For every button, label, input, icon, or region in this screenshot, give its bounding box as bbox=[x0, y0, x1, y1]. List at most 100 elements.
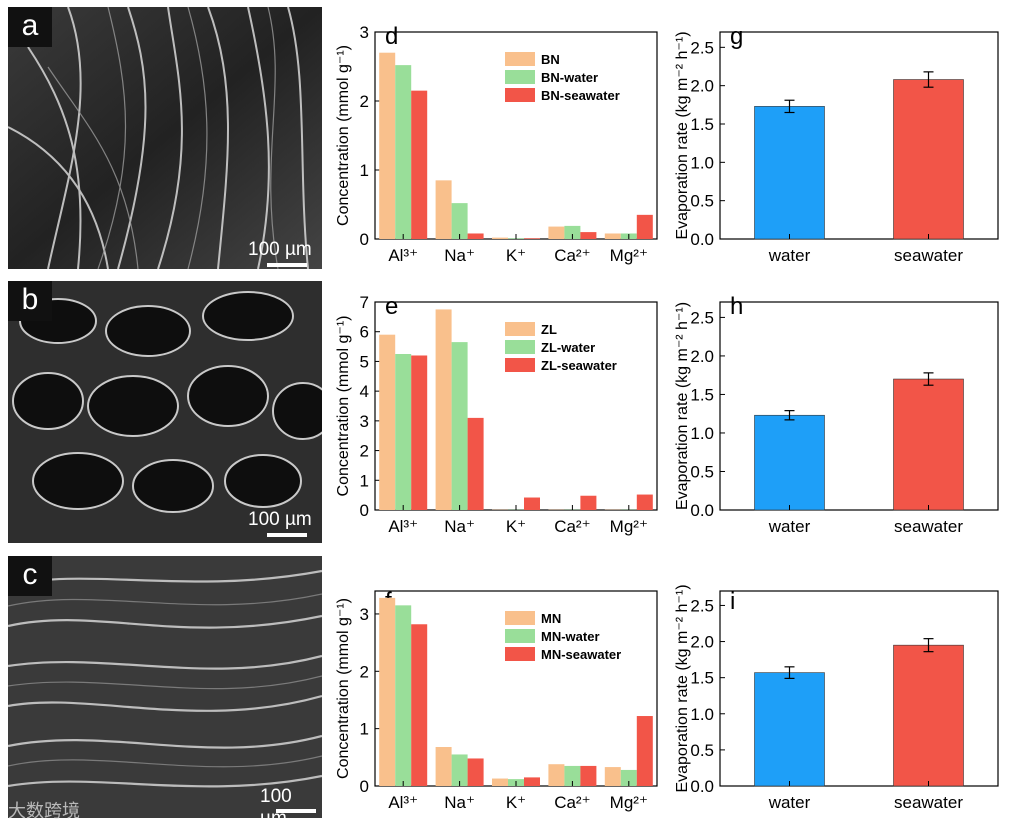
y-tick-label: 1.5 bbox=[690, 385, 714, 404]
panel-label-c: c bbox=[8, 556, 52, 596]
y-tick-label: 7 bbox=[360, 293, 369, 312]
bar bbox=[637, 215, 653, 239]
x-tick-label: K⁺ bbox=[506, 246, 526, 265]
scale-label-b: 100 µm bbox=[248, 509, 312, 531]
legend-swatch bbox=[505, 611, 535, 625]
y-axis-label: Evaporation rate (kg m⁻² h⁻¹) bbox=[674, 31, 691, 239]
y-tick-label: 3 bbox=[360, 605, 369, 624]
panel-letter: g bbox=[730, 23, 743, 50]
bar bbox=[395, 65, 411, 239]
sem-texture-a bbox=[8, 7, 322, 269]
y-tick-label: 1 bbox=[360, 471, 369, 490]
bar bbox=[524, 777, 540, 786]
x-tick-label: Al³⁺ bbox=[388, 793, 418, 812]
y-axis-label: Concentration (mmol g⁻¹) bbox=[335, 45, 352, 226]
bar bbox=[452, 203, 468, 239]
x-tick-label: seawater bbox=[894, 246, 963, 265]
y-tick-label: 2 bbox=[360, 92, 369, 111]
legend-label: MN bbox=[541, 611, 561, 626]
bar bbox=[468, 233, 484, 239]
bar bbox=[755, 673, 825, 786]
x-tick-label: Al³⁺ bbox=[388, 517, 418, 536]
legend-swatch bbox=[505, 52, 535, 66]
x-tick-label: Ca²⁺ bbox=[554, 793, 590, 812]
bar bbox=[524, 498, 540, 510]
bar bbox=[894, 645, 964, 786]
y-axis-label: Concentration (mmol g⁻¹) bbox=[335, 316, 352, 497]
panel-letter: i bbox=[730, 588, 735, 615]
sem-image-c: c 100 µm bbox=[8, 556, 322, 818]
bar bbox=[411, 355, 427, 510]
y-tick-label: 0.0 bbox=[690, 230, 714, 249]
legend-swatch bbox=[505, 629, 535, 643]
x-tick-label: K⁺ bbox=[506, 793, 526, 812]
bar bbox=[395, 354, 411, 510]
y-tick-label: 3 bbox=[360, 23, 369, 42]
y-tick-label: 0.0 bbox=[690, 501, 714, 520]
bar bbox=[492, 238, 508, 239]
bar bbox=[755, 106, 825, 239]
bar bbox=[548, 227, 564, 239]
y-tick-label: 0.0 bbox=[690, 777, 714, 796]
legend-label: MN-seawater bbox=[541, 647, 621, 662]
legend-swatch bbox=[505, 322, 535, 336]
y-tick-label: 0 bbox=[360, 777, 369, 796]
y-tick-label: 1.5 bbox=[690, 115, 714, 134]
bar bbox=[379, 335, 395, 510]
bar bbox=[580, 232, 596, 239]
legend-swatch bbox=[505, 88, 535, 102]
x-tick-label: water bbox=[768, 517, 811, 536]
y-tick-label: 1.0 bbox=[690, 424, 714, 443]
bar bbox=[436, 180, 452, 239]
scale-bar-b bbox=[267, 533, 307, 537]
x-tick-label: K⁺ bbox=[506, 517, 526, 536]
sem-texture-c bbox=[8, 556, 322, 818]
panel-letter: d bbox=[385, 23, 398, 50]
bar bbox=[395, 605, 411, 786]
y-tick-label: 2 bbox=[360, 662, 369, 681]
bar bbox=[637, 495, 653, 510]
bar bbox=[452, 342, 468, 510]
bar bbox=[379, 53, 395, 239]
x-tick-label: Ca²⁺ bbox=[554, 246, 590, 265]
y-tick-label: 0.5 bbox=[690, 192, 714, 211]
bar bbox=[580, 766, 596, 786]
y-tick-label: 2.5 bbox=[690, 38, 714, 57]
y-axis-label: Concentration (mmol g⁻¹) bbox=[335, 598, 352, 779]
y-tick-label: 1 bbox=[360, 161, 369, 180]
y-tick-label: 1.0 bbox=[690, 705, 714, 724]
x-tick-label: Mg²⁺ bbox=[610, 246, 648, 265]
scale-bar-a bbox=[267, 263, 307, 267]
legend-label: BN-seawater bbox=[541, 88, 620, 103]
y-tick-label: 0 bbox=[360, 230, 369, 249]
bar bbox=[605, 233, 621, 239]
y-tick-label: 1.5 bbox=[690, 669, 714, 688]
legend-label: BN bbox=[541, 52, 560, 67]
sem-texture-b bbox=[8, 281, 322, 543]
bar bbox=[637, 716, 653, 786]
legend-label: BN-water bbox=[541, 70, 598, 85]
bar bbox=[605, 767, 621, 786]
y-tick-label: 4 bbox=[360, 382, 369, 401]
bar bbox=[548, 764, 564, 786]
panel-letter: h bbox=[730, 293, 743, 320]
legend-label: ZL bbox=[541, 322, 557, 337]
panel-label-a: a bbox=[8, 7, 52, 47]
legend-label: ZL-seawater bbox=[541, 358, 617, 373]
y-axis-label: Evaporation rate (kg m⁻² h⁻¹) bbox=[674, 302, 691, 510]
x-tick-label: water bbox=[768, 793, 811, 812]
x-tick-label: Na⁺ bbox=[444, 246, 475, 265]
legend-label: ZL-water bbox=[541, 340, 595, 355]
bar bbox=[524, 238, 540, 239]
bar bbox=[894, 379, 964, 510]
sem-image-a: a 100 µm bbox=[8, 7, 322, 269]
scale-label-c: 100 µm bbox=[260, 786, 322, 818]
y-tick-label: 2.0 bbox=[690, 633, 714, 652]
